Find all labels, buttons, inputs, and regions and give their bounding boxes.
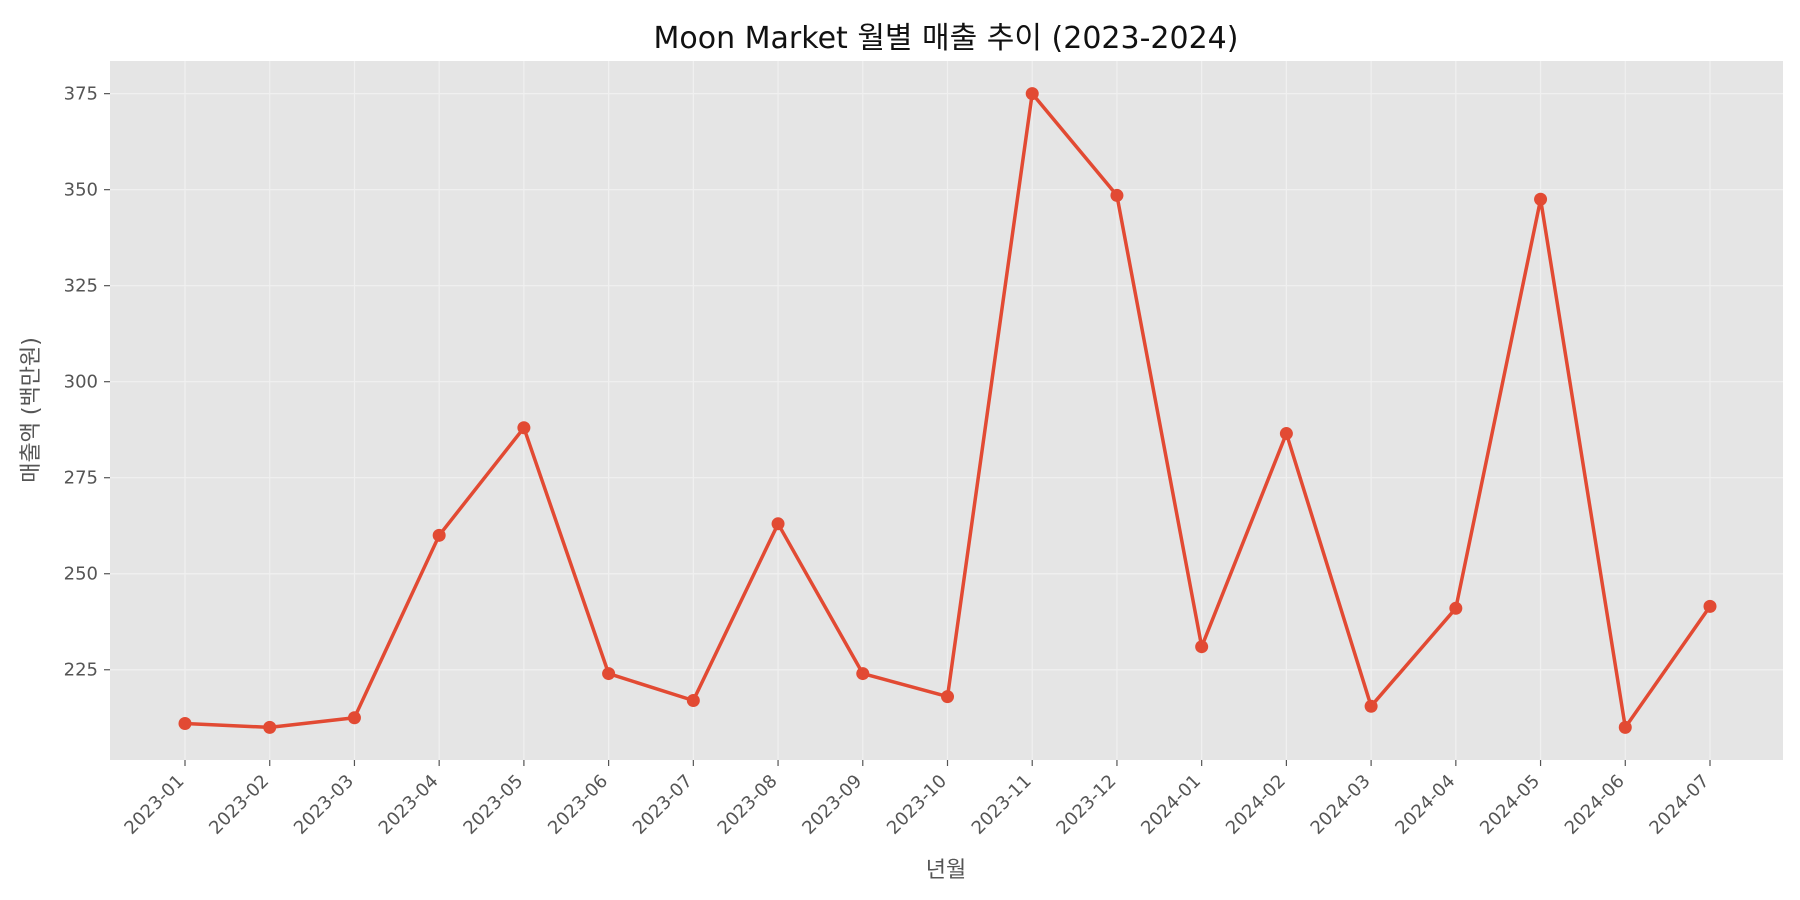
x-tick-label: 2023-10 [883, 771, 951, 839]
data-points [178, 87, 1717, 734]
data-point [432, 528, 446, 542]
data-point [1618, 720, 1632, 734]
x-tick-label: 2023-06 [544, 771, 612, 839]
data-point [347, 711, 361, 725]
data-point [178, 717, 192, 731]
y-tick-label: 375 [64, 84, 98, 105]
x-tick-label: 2023-09 [798, 771, 866, 839]
data-point [1110, 188, 1124, 202]
x-tick-label: 2024-04 [1391, 771, 1459, 839]
data-point [686, 693, 700, 707]
x-tick-label: 2024-05 [1476, 771, 1544, 839]
y-axis-ticks: 225 250 275 300 325 350 375 [64, 84, 110, 681]
x-tick-label: 2023-05 [459, 771, 527, 839]
data-point [856, 667, 870, 681]
x-tick-label: 2024-02 [1222, 771, 1290, 839]
x-axis-ticks: 2023-01 2023-02 2023-03 2023-04 2023-05 2023-… [120, 760, 1714, 839]
x-tick-label: 2023-02 [205, 771, 273, 839]
x-tick-label: 2024-07 [1645, 771, 1713, 839]
data-point [263, 720, 277, 734]
data-point [1703, 599, 1717, 613]
y-tick-label: 325 [64, 276, 98, 297]
data-point [602, 667, 616, 681]
plot-area [110, 61, 1783, 760]
y-axis-label: 매출액 (백만원) [19, 337, 44, 483]
x-tick-label: 2023-01 [120, 771, 188, 839]
x-tick-label: 2024-03 [1307, 771, 1375, 839]
data-point [1534, 192, 1548, 206]
data-point [941, 690, 954, 704]
x-tick-label: 2023-12 [1052, 771, 1120, 839]
x-tick-label: 2023-03 [290, 771, 358, 839]
x-tick-label: 2023-04 [375, 771, 443, 839]
y-tick-label: 300 [64, 372, 98, 393]
x-tick-label: 2023-07 [629, 771, 697, 839]
x-tick-label: 2024-01 [1137, 771, 1205, 839]
y-tick-label: 350 [64, 180, 98, 201]
data-point [1449, 601, 1463, 615]
y-tick-label: 275 [64, 468, 98, 489]
x-tick-label: 2024-06 [1561, 771, 1629, 839]
chart-title: Moon Market 월별 매출 추이 (2023-2024) [654, 21, 1239, 56]
y-tick-label: 225 [64, 660, 98, 681]
data-point [1195, 640, 1209, 654]
data-point [771, 517, 785, 531]
grid-lines [110, 61, 1783, 760]
y-tick-label: 250 [64, 564, 98, 585]
data-point [517, 421, 531, 435]
x-tick-label: 2023-08 [714, 771, 782, 839]
x-axis-label: 년월 [926, 858, 966, 883]
data-point [1279, 427, 1293, 441]
x-tick-label: 2023-11 [968, 771, 1036, 839]
data-point [1025, 87, 1039, 101]
data-point [1364, 699, 1378, 713]
